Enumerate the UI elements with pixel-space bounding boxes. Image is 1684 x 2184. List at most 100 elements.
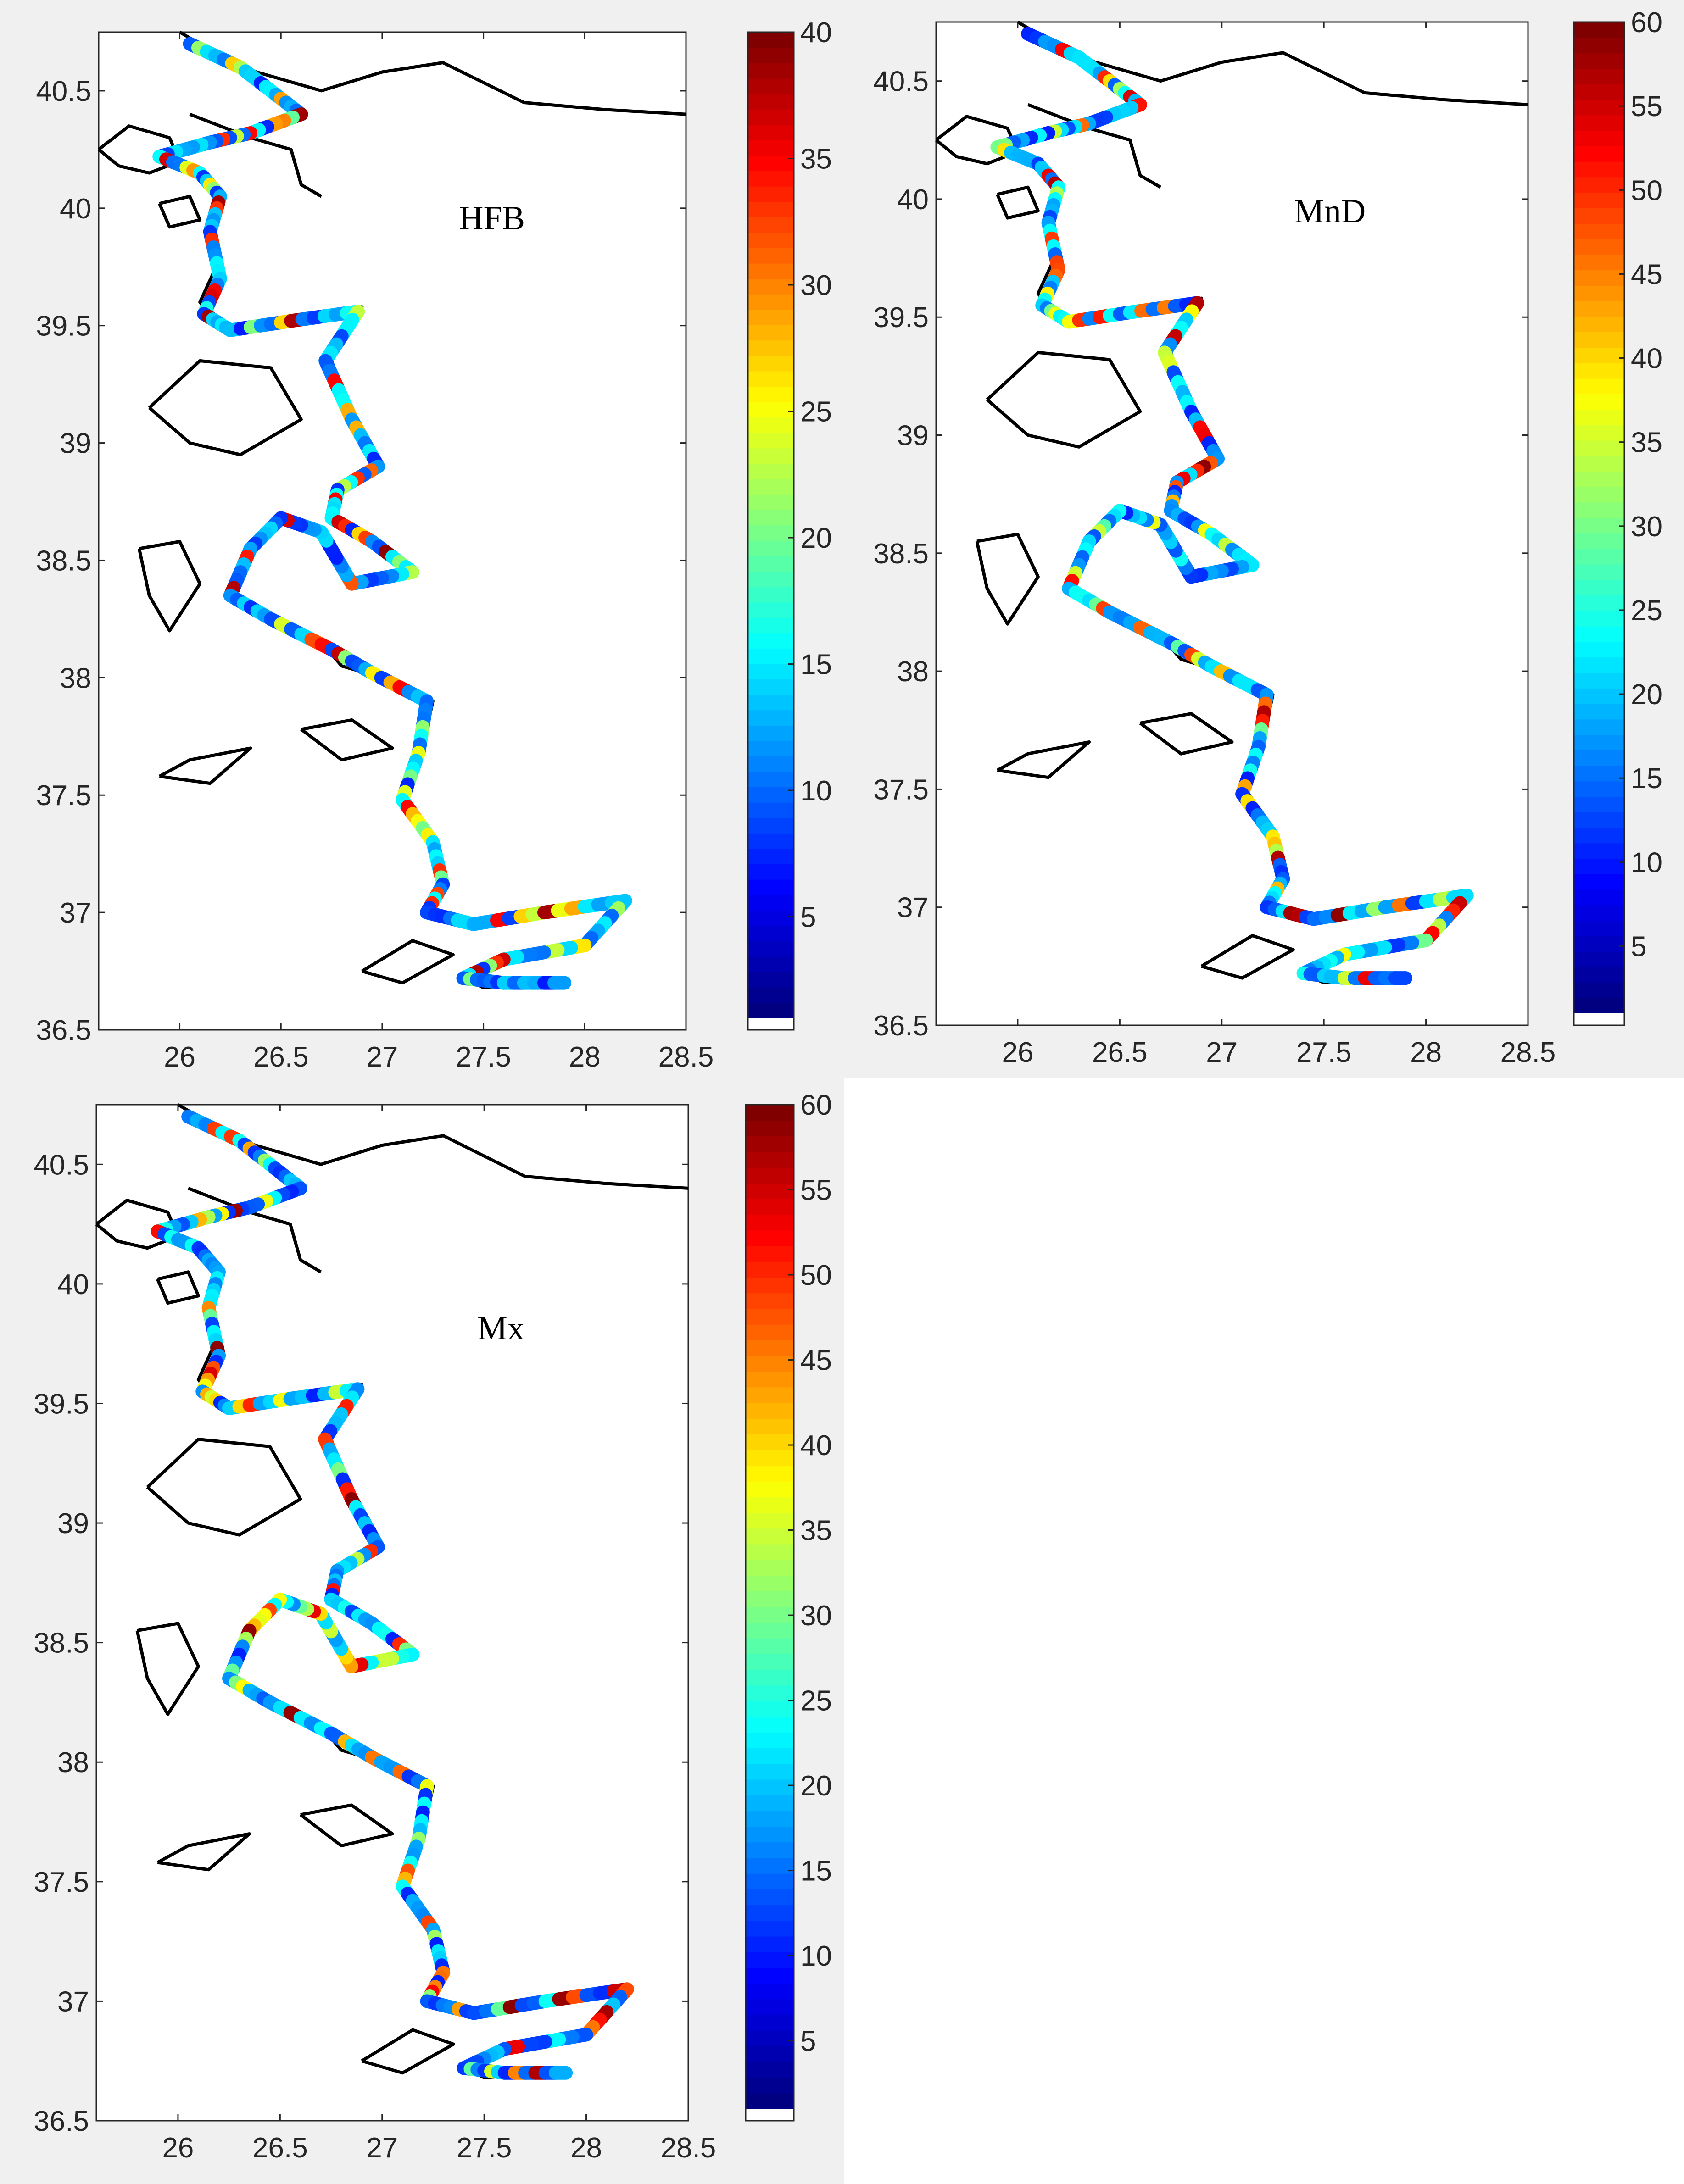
- colorbar-step: [748, 833, 794, 849]
- y-tick-label: 40.5: [36, 76, 91, 107]
- colorbar-step: [1574, 703, 1624, 720]
- colorbar-step: [748, 802, 794, 818]
- map-area: [95, 1104, 689, 2122]
- colorbar-step: [746, 1606, 794, 1623]
- colorbar-tick-label: 20: [1631, 679, 1662, 711]
- map-svg-mnd: 36.5 37 37.5 38 38.5 39 39.5 40 40.5 26 26.5 27 27.…: [873, 7, 1662, 1068]
- colorbar-step: [1574, 161, 1624, 178]
- colorbar-step: [746, 1528, 794, 1545]
- colorbar-tick-label: 50: [800, 1260, 832, 1291]
- colorbar-step: [748, 186, 794, 202]
- colorbar-step: [1574, 595, 1624, 611]
- colorbar-step: [748, 633, 794, 649]
- colorbar-below-min: [748, 1018, 794, 1030]
- colorbar-step: [748, 340, 794, 356]
- colorbar-tick-label: 5: [1631, 931, 1646, 962]
- colorbar-step: [748, 278, 794, 295]
- coastline-segment: [158, 746, 252, 785]
- colorbar-step: [1574, 750, 1624, 766]
- colorbar-step: [748, 463, 794, 479]
- colorbar-step: [1574, 827, 1624, 844]
- colorbar-step: [746, 1308, 794, 1325]
- colorbar-step: [1574, 734, 1624, 750]
- colorbar-ticks: 5 10 15 20 25 30 35 40 45 50 55 60: [788, 1089, 832, 2057]
- colorbar-step: [1574, 905, 1624, 921]
- y-tick-label: 37.5: [33, 1867, 89, 1898]
- colorbar-tick-label: 10: [800, 1940, 832, 1972]
- coastline-segment: [148, 359, 303, 456]
- colorbar-step: [746, 1795, 794, 1811]
- colorbar-step: [748, 171, 794, 187]
- colorbar-step: [748, 879, 794, 895]
- colorbar-step: [748, 525, 794, 541]
- x-tick-label: 26.5: [253, 1041, 309, 1073]
- coastline-segment: [299, 1803, 394, 1848]
- x-tick-label: 26: [162, 2132, 194, 2164]
- colorbar-step: [748, 417, 794, 433]
- colorbar-step: [746, 1497, 794, 1513]
- colorbar-step: [1574, 920, 1624, 936]
- colorbar-step: [1574, 812, 1624, 828]
- colorbar-step: [748, 864, 794, 880]
- colorbar-step: [1574, 951, 1624, 967]
- colorbar-step: [748, 78, 794, 94]
- y-tick-label: 37: [897, 892, 929, 924]
- colorbar-step: [746, 1120, 794, 1137]
- colorbar-step: [1574, 68, 1624, 84]
- y-tick-label: 39.5: [873, 302, 929, 333]
- colorbar-step: [746, 1622, 794, 1639]
- y-tick-label: 37: [57, 1986, 89, 2017]
- y-tick-label: 39: [57, 1508, 89, 1539]
- colorbar-tick-label: 35: [800, 1515, 832, 1547]
- colorbar-step: [746, 1544, 794, 1560]
- colorbar-step: [1574, 998, 1624, 1014]
- x-axis-ticks: 26 26.5 27 27.5 28 28.5: [162, 1105, 716, 2164]
- colorbar-step: [748, 771, 794, 788]
- colorbar-step: [1574, 130, 1624, 146]
- y-tick-label: 39: [60, 428, 91, 460]
- colorbar-frame: [745, 1104, 795, 2122]
- colorbar-step: [748, 109, 794, 125]
- colorbar-step: [746, 1151, 794, 1168]
- coastline-segment: [158, 195, 202, 229]
- coastal-data-band: [990, 27, 1474, 985]
- coastline-segment: [156, 1270, 200, 1305]
- coastline-segment: [361, 939, 455, 985]
- colorbar-tick-label: 30: [800, 1600, 832, 1632]
- colorbar-step: [1574, 889, 1624, 906]
- colorbar-step: [748, 941, 794, 957]
- colorbar-step: [1574, 115, 1624, 131]
- x-tick-label: 26.5: [1092, 1037, 1148, 1068]
- colorbar-step: [1574, 672, 1624, 689]
- coastline-segment: [996, 185, 1040, 220]
- colorbar-tick-label: 60: [800, 1089, 832, 1121]
- colorbar-step: [1574, 456, 1624, 472]
- colorbar-step: [748, 155, 794, 172]
- colorbar-step: [746, 1732, 794, 1749]
- colorbar-tick-label: 35: [800, 144, 832, 175]
- colorbar-step: [1574, 332, 1624, 348]
- colorbar-step: [746, 1387, 794, 1403]
- colorbar-step: [748, 679, 794, 695]
- colorbar-step: [746, 2030, 794, 2046]
- y-tick-label: 37.5: [36, 780, 91, 811]
- coastline-segment: [146, 1438, 302, 1537]
- y-tick-label: 37.5: [873, 774, 929, 806]
- colorbar-step: [748, 756, 794, 772]
- colorbar: [747, 31, 795, 1031]
- colorbar-step: [748, 32, 794, 48]
- x-tick-label: 27.5: [457, 2132, 512, 2164]
- coastline-segment: [1200, 934, 1295, 980]
- y-tick-label: 38.5: [36, 545, 91, 577]
- colorbar-step: [1574, 239, 1624, 255]
- x-tick-label: 26.5: [252, 2132, 308, 2164]
- colorbar-step: [1574, 781, 1624, 797]
- colorbar: [745, 1104, 795, 2122]
- colorbar-step: [748, 263, 794, 279]
- map-panel-mnd: 36.5 37 37.5 38 38.5 39 39.5 40 40.5 26 26.5 27 27.…: [844, 0, 1684, 1078]
- colorbar-step: [746, 1245, 794, 1262]
- colorbar-step: [748, 540, 794, 556]
- colorbar-step: [1574, 843, 1624, 859]
- colorbar-step: [746, 2014, 794, 2031]
- y-tick-label: 40.5: [873, 66, 929, 98]
